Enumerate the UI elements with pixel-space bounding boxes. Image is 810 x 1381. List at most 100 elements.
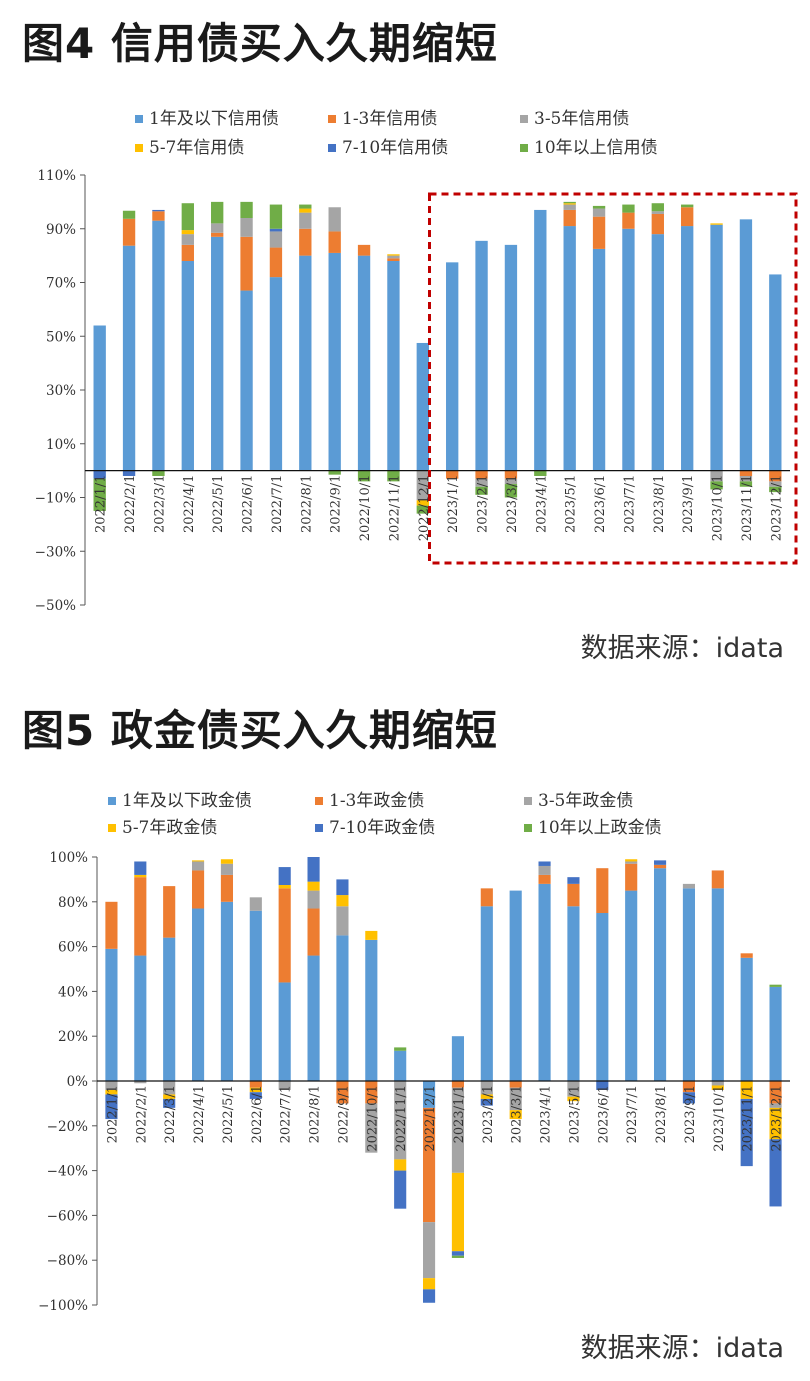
figure5-source: 数据来源：idata: [580, 1333, 784, 1364]
bar-segment: [307, 881, 320, 891]
legend-label: 10年以上政金债: [538, 818, 662, 838]
bar-segment: [567, 906, 580, 1081]
bar-segment: [422, 1222, 436, 1279]
bar-segment: [163, 1098, 176, 1108]
bar-segment: [711, 888, 724, 1081]
bar-segment: [105, 901, 118, 949]
bar-segment: [394, 1170, 407, 1209]
bar-segment: [220, 874, 234, 902]
bar-segment: [534, 470, 547, 476]
bar-segment: [769, 1103, 782, 1108]
bar-segment: [416, 470, 429, 501]
bar-segment: [122, 218, 136, 246]
bar-segment: [681, 226, 694, 471]
x-tick-label: 2023/11/1: [741, 1085, 756, 1152]
figure5-title: 图5 政金债买入久期缩短: [22, 706, 498, 755]
bar-segment: [451, 1087, 465, 1173]
figure4-source: 数据来源：idata: [580, 633, 784, 664]
bar-segment: [365, 1103, 378, 1153]
x-tick-label: 2022/5/1: [221, 1085, 236, 1143]
bar-segment: [387, 255, 400, 259]
legend-swatch: [108, 797, 116, 805]
bar-segment: [278, 982, 291, 1081]
bar-segment: [240, 218, 253, 237]
bar-segment: [336, 895, 349, 907]
bar-segment: [739, 219, 753, 471]
bar-segment: [622, 212, 635, 229]
bar-segment: [336, 935, 349, 1081]
bar-segment: [365, 939, 378, 1081]
bar-segment: [769, 470, 782, 482]
bar-segment: [596, 913, 609, 1081]
x-tick-label: 2022/3/1: [163, 1085, 178, 1143]
bar-segment: [191, 908, 205, 1081]
bar-segment: [299, 204, 312, 209]
x-tick-label: 2022/10/1: [358, 475, 373, 542]
legend-label: 1-3年信用债: [342, 109, 437, 129]
x-tick-label: 2022/9/1: [329, 475, 344, 533]
y-tick-label: 40%: [58, 984, 88, 1000]
bar-segment: [567, 877, 580, 884]
bar-segment: [504, 484, 518, 498]
bar-segment: [357, 244, 371, 256]
bar-segment: [299, 212, 312, 229]
bar-segment: [740, 957, 753, 1081]
bar-segment: [681, 207, 694, 227]
y-tick-label: 30%: [46, 383, 76, 399]
bar-segment: [336, 1081, 349, 1104]
bar-segment: [365, 930, 378, 940]
bar-segment: [739, 470, 753, 476]
bar-segment: [328, 207, 341, 232]
legend-swatch: [524, 797, 532, 805]
bar-segment: [249, 897, 262, 911]
legend-swatch: [520, 115, 528, 123]
y-tick-label: 0%: [67, 1074, 89, 1090]
bar-segment: [416, 342, 429, 471]
x-tick-label: 2023/6/1: [593, 475, 608, 533]
bar-segment: [740, 1098, 753, 1167]
bar-segment: [622, 204, 635, 213]
bar-segment: [769, 986, 782, 1081]
bar-segment: [220, 901, 234, 1081]
bar-segment: [622, 228, 635, 471]
x-tick-label: 2023/9/1: [683, 1085, 698, 1143]
x-tick-label: 2023/2/1: [481, 1085, 496, 1143]
y-tick-label: −20%: [47, 1119, 88, 1135]
bar-segment: [365, 1081, 378, 1104]
x-tick-label: 2022/4/1: [192, 1085, 207, 1143]
bar-segment: [769, 481, 782, 487]
bar-segment: [387, 261, 400, 471]
x-tick-label: 2022/4/1: [182, 475, 197, 533]
bar-segment: [504, 478, 518, 485]
bar-segment: [592, 208, 606, 217]
bar-segment: [336, 879, 349, 896]
x-tick-label: 2023/4/1: [539, 1085, 554, 1143]
bar-segment: [181, 203, 194, 231]
x-tick-label: 2022/11/1: [387, 475, 402, 542]
bar-segment: [328, 470, 341, 475]
bar-segment: [625, 861, 638, 864]
bar-segment: [249, 1081, 262, 1088]
bar-segment: [394, 1047, 407, 1051]
bar-segment: [451, 1081, 465, 1088]
bar-segment: [682, 883, 696, 889]
x-tick-label: 2023/12/1: [769, 475, 784, 542]
x-tick-label: 2023/5/1: [564, 475, 579, 533]
x-tick-label: 2023/9/1: [681, 475, 696, 533]
x-tick-label: 2023/8/1: [654, 1085, 669, 1143]
y-tick-label: −40%: [47, 1164, 88, 1180]
bar-segment: [592, 205, 606, 209]
bar-segment: [93, 478, 106, 511]
x-tick-label: 2023/12/1: [770, 1085, 785, 1152]
legend-label: 7-10年信用债: [342, 138, 448, 158]
bar-segment: [394, 1050, 407, 1081]
bar-segment: [240, 236, 253, 291]
legend-swatch: [328, 144, 336, 152]
x-tick-label: 2023/11/1: [740, 475, 755, 542]
bar-segment: [278, 1081, 291, 1090]
bar-segment: [538, 883, 551, 1081]
bar-segment: [563, 226, 576, 471]
legend-label: 5-7年信用债: [149, 138, 244, 158]
bar-segment: [211, 201, 224, 224]
x-tick-label: 2022/7/1: [279, 1085, 294, 1143]
